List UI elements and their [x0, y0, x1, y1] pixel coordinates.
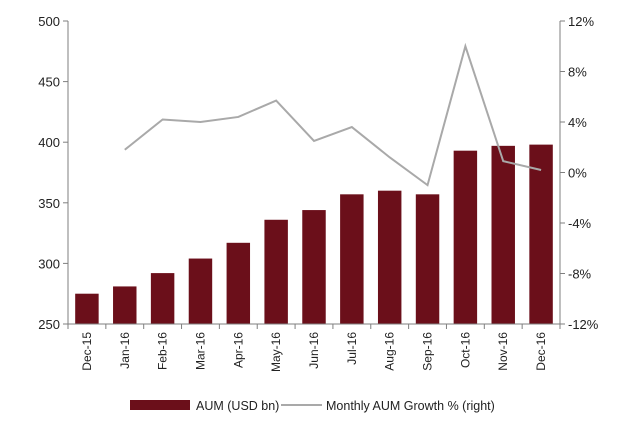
bar-Apr-16 — [226, 242, 251, 324]
x-tick-label: Feb-16 — [156, 332, 170, 370]
x-tick-label: Aug-16 — [383, 332, 397, 371]
left-tick-label: 250 — [38, 317, 60, 332]
x-tick-label: Dec-16 — [534, 332, 548, 371]
line-layer — [124, 42, 542, 187]
bar-Sep-16 — [415, 194, 440, 324]
x-tick-label: Dec-15 — [80, 332, 94, 371]
legend: AUM (USD bn) Monthly AUM Growth % (right… — [130, 399, 495, 413]
bar-Feb-16 — [150, 273, 175, 324]
right-tick-label: 4% — [568, 115, 587, 130]
bar-Jul-16 — [340, 194, 364, 324]
bar-Jun-16 — [302, 210, 326, 324]
bar-Nov-16 — [491, 145, 515, 324]
x-tick-label: Mar-16 — [193, 332, 207, 370]
x-tick-label: Oct-16 — [458, 332, 472, 368]
bar-Mar-16 — [188, 258, 213, 324]
right-tick-label: 0% — [568, 166, 587, 181]
left-tick-label: 350 — [38, 196, 60, 211]
left-tick-label: 500 — [38, 14, 60, 29]
x-tick-label: Jul-16 — [345, 332, 359, 365]
x-tick-label: Apr-16 — [231, 332, 245, 368]
x-tick-label: May-16 — [269, 332, 283, 372]
legend-bar-label: AUM (USD bn) — [196, 399, 279, 413]
legend-bar-swatch — [130, 400, 190, 410]
right-tick-label: 8% — [568, 65, 587, 80]
growth-line — [124, 42, 542, 187]
x-tick-label: Sep-16 — [421, 332, 435, 371]
bar-May-16 — [264, 219, 288, 324]
right-tick-label: -4% — [568, 216, 592, 231]
right-tick-label: -8% — [568, 267, 592, 282]
axes-layer: 250 300 350 400 450 500 -12% -8% -4% 0% 4% 8% 12% Dec… — [38, 14, 598, 372]
legend-line-label: Monthly AUM Growth % (right) — [326, 399, 495, 413]
bar-Jan-16 — [113, 286, 137, 324]
x-tick-label: Jan-16 — [118, 332, 132, 369]
bar-Dec-15 — [75, 293, 99, 324]
left-tick-label: 400 — [38, 135, 60, 150]
left-tick-label: 450 — [38, 75, 60, 90]
bars-layer — [75, 144, 553, 324]
right-tick-label: 12% — [568, 14, 594, 29]
x-tick-label: Jun-16 — [307, 332, 321, 369]
bar-Aug-16 — [377, 190, 402, 324]
bar-Dec-16 — [529, 144, 553, 324]
right-tick-label: -12% — [568, 317, 599, 332]
x-tick-label: Nov-16 — [496, 332, 510, 371]
bar-Oct-16 — [453, 150, 478, 324]
left-tick-label: 300 — [38, 256, 60, 271]
